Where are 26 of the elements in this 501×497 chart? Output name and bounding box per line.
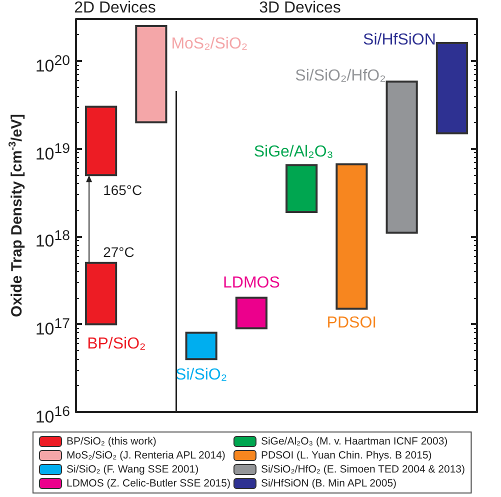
- y-tick-label: 10$^{18}$: [35, 227, 70, 254]
- annotation: SiGe/Al₂O₃: [254, 144, 334, 160]
- legend-label: Si/HfSiON (B. Min APL 2005): [260, 478, 397, 490]
- text: 3D Devices: [259, 0, 341, 16]
- y-tick-label: 10$^{20}$: [35, 52, 70, 78]
- annotation: MoS₂/SiO₂: [171, 36, 248, 52]
- annotation: LDMOS: [222, 274, 280, 292]
- annotation: 27°C: [103, 244, 134, 260]
- annotation: Si/SiO₂: [176, 366, 228, 384]
- y-tick-label: 10$^{19}$: [35, 140, 70, 166]
- legend-label: SiGe/Al₂O₃ (M. v. Haartman ICNF 2003): [260, 436, 448, 448]
- annotation: Si/HfSiON: [363, 32, 436, 48]
- legend-label: PDSOI (L. Yuan Chin. Phys. B 2015): [260, 450, 432, 462]
- legend-label: Si/SiO₂/HfO₂ (E. Simoen TED 2004 & 2013): [260, 464, 466, 476]
- legend-label: BP/SiO₂ (this work): [66, 436, 156, 448]
- annotation: BP/SiO₂: [87, 336, 146, 352]
- text: 2D Devices: [74, 0, 156, 16]
- y-axis-title: Oxide Trap Density [cm-3/eV]: [8, 114, 26, 318]
- legend-label: MoS₂/SiO₂ (J. Renteria APL 2014): [66, 450, 226, 462]
- annotation: 165°C: [103, 182, 142, 198]
- legend-label: LDMOS (Z. Celic-Butler SSE 2015): [66, 478, 230, 490]
- annotation: PDSOI: [326, 314, 377, 332]
- y-tick-label: 10$^{16}$: [35, 403, 70, 429]
- legend-label: Si/SiO₂ (F. Wang SSE 2001): [66, 464, 199, 476]
- y-tick-label: 10$^{17}$: [35, 315, 70, 341]
- annotation: Si/SiO₂/HfO₂: [295, 68, 386, 84]
